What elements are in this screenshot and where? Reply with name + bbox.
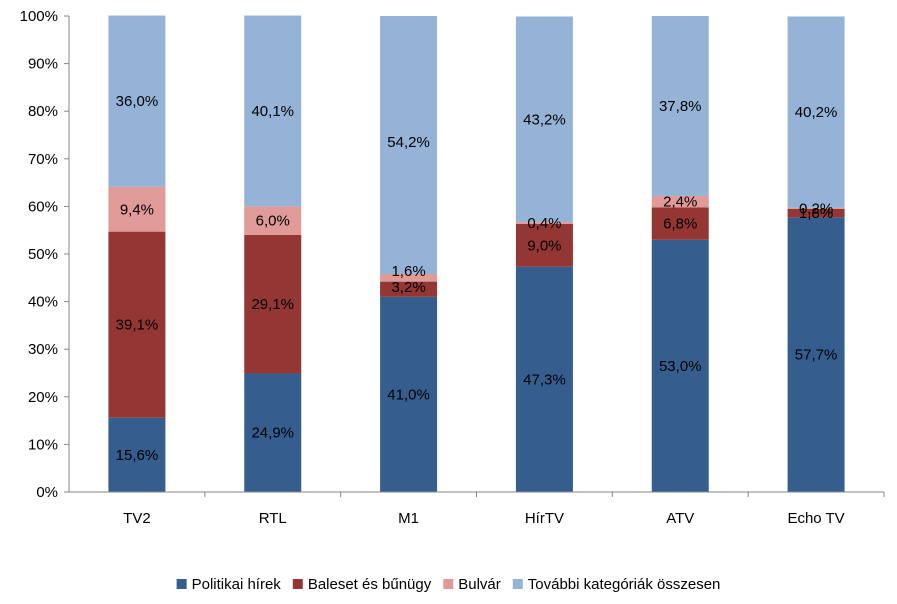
bar-segment — [651, 207, 709, 240]
data-label: 53,0% — [659, 358, 702, 375]
bar-segment — [787, 16, 845, 208]
data-label: 54,2% — [387, 134, 430, 151]
bars-layer — [108, 15, 845, 492]
data-label: 6,0% — [256, 213, 290, 230]
legend-swatch — [292, 579, 303, 589]
bar-segment — [515, 222, 573, 225]
bar-segment — [787, 207, 845, 209]
data-label: 41,0% — [387, 386, 430, 403]
bar-segment — [651, 195, 709, 208]
data-label: 3,2% — [391, 279, 425, 296]
data-label: 24,9% — [251, 425, 294, 442]
y-tick-label: 60% — [28, 198, 58, 215]
bar-segment — [244, 234, 302, 374]
data-label: 40,1% — [251, 103, 294, 120]
legend-label: Bulvár — [458, 576, 501, 593]
x-tick-label: ATV — [666, 510, 694, 527]
bar-segment — [651, 239, 709, 492]
data-label: 57,7% — [795, 347, 838, 364]
bar-segment — [380, 273, 438, 282]
y-tick-label: 50% — [28, 246, 58, 263]
data-label: 43,2% — [523, 111, 566, 128]
bar-segment — [515, 224, 573, 267]
bar-segment — [651, 16, 709, 196]
data-label: 15,6% — [116, 447, 159, 464]
x-tick-label: Echo TV — [787, 510, 844, 527]
bar-segment — [787, 208, 845, 218]
y-tick-label: 90% — [28, 56, 58, 73]
y-tick-label: 70% — [28, 151, 58, 168]
bar-segment — [787, 217, 845, 492]
y-tick-label: 30% — [28, 341, 58, 358]
x-tick-label: HírTV — [525, 510, 564, 527]
bar-segment — [380, 16, 438, 274]
bar-segment — [244, 206, 302, 235]
data-label: 0,2% — [799, 200, 833, 217]
data-label: 40,2% — [795, 104, 838, 121]
data-label: 2,4% — [663, 194, 697, 211]
y-tick-label: 100% — [20, 8, 58, 25]
bar-segment — [108, 186, 166, 232]
data-label: 36,0% — [116, 93, 159, 110]
legend-swatch — [512, 579, 523, 589]
axes-layer: TV2 RTL M1 HírTV ATV Echo TV 0% 10% 20% 30% 40% 50%… — [20, 8, 885, 527]
bar-segment — [244, 15, 302, 207]
bar-segment — [108, 417, 166, 492]
y-tick-label: 20% — [28, 389, 58, 406]
data-label: 9,4% — [120, 201, 154, 218]
legend-label: Politikai hírek — [192, 576, 282, 593]
data-label: 47,3% — [523, 371, 566, 388]
data-label: 37,8% — [659, 98, 702, 115]
data-label: 29,1% — [251, 296, 294, 313]
y-tick-label: 10% — [28, 436, 58, 453]
x-tick-label: M1 — [398, 510, 419, 527]
bar-segment — [108, 231, 166, 418]
bar-segment — [515, 266, 573, 492]
y-tick-label: 40% — [28, 294, 58, 311]
data-label: 1,8% — [799, 205, 833, 222]
bar-segment — [244, 373, 302, 492]
legend-swatch — [176, 579, 187, 589]
data-label: 0,4% — [527, 215, 561, 232]
bar-segment — [515, 16, 573, 223]
x-tick-label: TV2 — [123, 510, 151, 527]
data-label: 9,0% — [527, 237, 561, 254]
data-labels-layer: 15,6% 39,1% 9,4% 36,0% 24,9% 29,1% 6,0% 40,1% 41… — [116, 93, 838, 464]
legend: Politikai hírek Baleset és bűnügy Bulvár To… — [176, 576, 721, 593]
legend-label: További kategóriák összesen — [528, 576, 721, 593]
legend-label: Baleset és bűnügy — [308, 576, 432, 593]
data-label: 1,6% — [391, 263, 425, 280]
legend-swatch — [443, 579, 454, 589]
y-tick-label: 0% — [36, 484, 58, 501]
data-label: 6,8% — [663, 216, 697, 233]
x-tick-label: RTL — [259, 510, 287, 527]
y-tick-label: 80% — [28, 103, 58, 120]
data-label: 39,1% — [116, 317, 159, 334]
bar-segment — [108, 15, 166, 187]
bar-segment — [380, 281, 438, 297]
bar-segment — [380, 296, 438, 492]
